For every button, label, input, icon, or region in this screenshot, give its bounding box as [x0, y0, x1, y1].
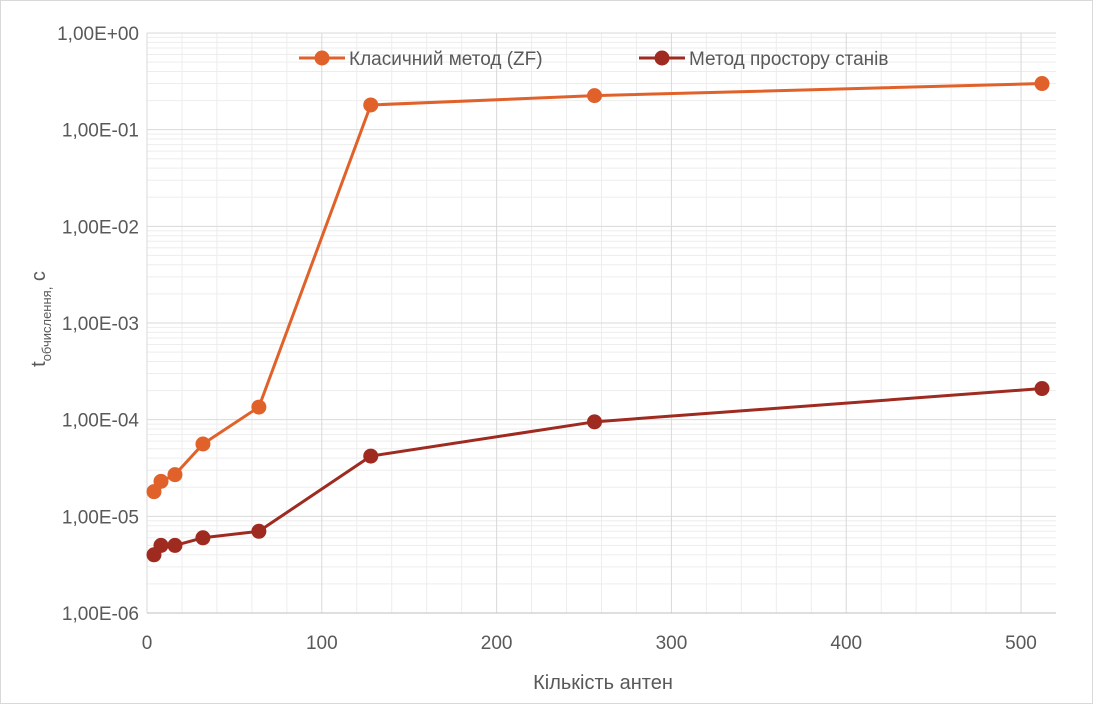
data-point [1034, 76, 1050, 92]
data-point [167, 467, 183, 483]
x-tick-label: 400 [830, 633, 862, 654]
data-point [195, 436, 211, 452]
y-tick-label: 1,00E-06 [62, 604, 139, 625]
y-tick-label: 1,00E-05 [62, 507, 139, 528]
y-axis-title-main: t [28, 361, 50, 367]
y-tick-label: 1,00E-04 [62, 411, 140, 432]
data-point [363, 97, 379, 113]
x-tick-label: 200 [481, 633, 513, 654]
data-point [195, 530, 211, 546]
legend-swatch-marker [314, 50, 330, 66]
data-point [587, 88, 603, 104]
y-tick-label: 1,00E-01 [62, 121, 139, 142]
legend-swatch-marker [654, 50, 670, 66]
x-axis-tick-labels: 0 100 200 300 400 500 [142, 633, 1037, 654]
data-point [167, 537, 183, 553]
data-point [153, 537, 169, 553]
y-tick-label: 1,00E+00 [57, 24, 139, 45]
x-tick-label: 500 [1005, 633, 1037, 654]
y-axis-title: tобчислення, с [28, 271, 54, 367]
y-axis-title-unit: с [28, 271, 50, 287]
x-axis-title: Кількість антен [533, 672, 673, 694]
y-tick-label: 1,00E-02 [62, 217, 139, 238]
data-point [363, 448, 379, 464]
data-point [587, 414, 603, 430]
legend: Класичний метод (ZF) Метод простору стані… [299, 49, 888, 70]
y-axis-title-sub: обчислення, [39, 287, 54, 362]
x-tick-label: 100 [306, 633, 338, 654]
data-point [251, 523, 267, 539]
y-axis-tick-labels: 1,00E+00 1,00E-01 1,00E-02 1,00E-03 1,00E-04… [57, 24, 139, 625]
y-tick-label: 1,00E-03 [62, 314, 139, 335]
x-tick-label: 300 [656, 633, 688, 654]
series-points [146, 76, 1050, 563]
data-point [1034, 381, 1050, 397]
legend-label: Метод простору станів [689, 49, 888, 70]
data-point [251, 399, 267, 415]
x-tick-label: 0 [142, 633, 153, 654]
legend-label: Класичний метод (ZF) [349, 49, 543, 70]
data-point [153, 473, 169, 489]
